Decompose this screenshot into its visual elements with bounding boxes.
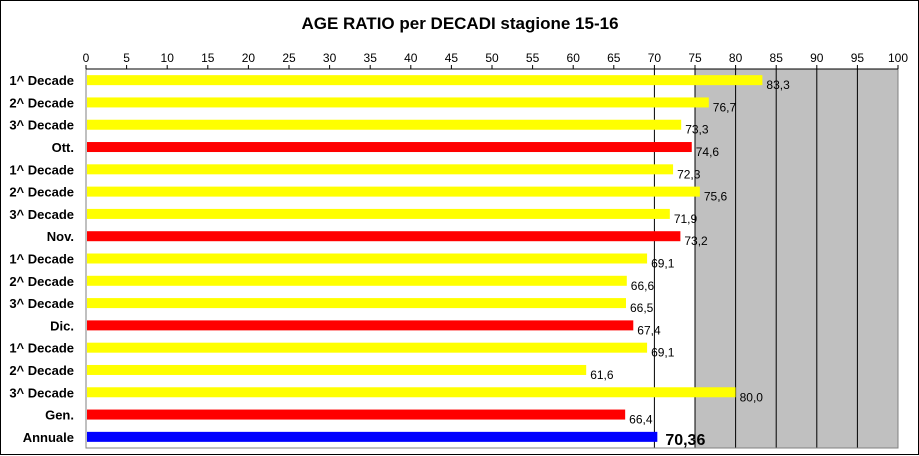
bar-decade bbox=[87, 298, 626, 309]
category-label: Nov. bbox=[47, 229, 74, 244]
value-label: 83,3 bbox=[766, 78, 790, 92]
x-tick-label: 30 bbox=[323, 51, 337, 65]
x-tick-label: 35 bbox=[364, 51, 378, 65]
x-tick-label: 50 bbox=[485, 51, 499, 65]
bar-decade bbox=[87, 75, 763, 86]
bar-decade bbox=[87, 364, 587, 375]
category-label: Annuale bbox=[23, 430, 74, 445]
plot-area-grey bbox=[695, 69, 898, 448]
bar-month bbox=[87, 320, 634, 331]
x-tick-label: 0 bbox=[83, 51, 90, 65]
bar-annual bbox=[87, 431, 658, 442]
value-label: 67,4 bbox=[637, 323, 661, 337]
bar-decade bbox=[87, 186, 700, 197]
value-label: 73,2 bbox=[684, 234, 708, 248]
x-tick-label: 15 bbox=[201, 51, 215, 65]
category-label: 2^ Decade bbox=[9, 95, 74, 110]
bar-month bbox=[87, 231, 681, 242]
x-tick-label: 5 bbox=[123, 51, 130, 65]
bar-decade bbox=[87, 208, 670, 219]
category-label: Gen. bbox=[45, 408, 74, 423]
category-label: Dic. bbox=[50, 318, 74, 333]
x-tick-label: 80 bbox=[729, 51, 743, 65]
x-tick-label: 100 bbox=[888, 51, 908, 65]
value-label: 66,4 bbox=[629, 413, 653, 427]
x-tick-label: 60 bbox=[567, 51, 581, 65]
bar-decade bbox=[87, 253, 648, 264]
value-label: 72,3 bbox=[677, 167, 701, 181]
category-label: 3^ Decade bbox=[9, 296, 74, 311]
category-label: 3^ Decade bbox=[9, 118, 74, 133]
category-label: Ott. bbox=[52, 140, 74, 155]
category-label: 1^ Decade bbox=[9, 73, 74, 88]
category-label: 3^ Decade bbox=[9, 207, 74, 222]
category-label: 1^ Decade bbox=[9, 341, 74, 356]
category-label: 3^ Decade bbox=[9, 385, 74, 400]
x-tick-label: 20 bbox=[242, 51, 256, 65]
x-tick-label: 90 bbox=[810, 51, 824, 65]
category-label: 2^ Decade bbox=[9, 274, 74, 289]
bar-decade bbox=[87, 342, 648, 353]
value-label: 74,6 bbox=[696, 145, 720, 159]
category-label: 1^ Decade bbox=[9, 162, 74, 177]
x-tick-label: 45 bbox=[445, 51, 459, 65]
x-tick-label: 95 bbox=[851, 51, 865, 65]
value-label: 73,3 bbox=[685, 123, 709, 137]
bar-decade bbox=[87, 164, 674, 175]
x-tick-label: 65 bbox=[607, 51, 621, 65]
value-label: 61,6 bbox=[590, 368, 614, 382]
bar-decade bbox=[87, 119, 682, 130]
bar-month bbox=[87, 142, 692, 153]
value-label: 76,7 bbox=[713, 100, 737, 114]
value-label: 66,6 bbox=[631, 279, 655, 293]
x-tick-label: 55 bbox=[526, 51, 540, 65]
value-label: 69,1 bbox=[651, 346, 675, 360]
category-label: 2^ Decade bbox=[9, 363, 74, 378]
x-tick-label: 40 bbox=[404, 51, 418, 65]
bar-decade bbox=[87, 97, 709, 108]
x-tick-label: 10 bbox=[161, 51, 175, 65]
value-label: 80,0 bbox=[740, 390, 764, 404]
x-tick-label: 75 bbox=[688, 51, 702, 65]
bar-decade bbox=[87, 275, 627, 286]
category-label: 1^ Decade bbox=[9, 252, 74, 267]
value-label: 69,1 bbox=[651, 257, 675, 271]
value-label: 66,5 bbox=[630, 301, 654, 315]
x-tick-label: 70 bbox=[648, 51, 662, 65]
category-label: 2^ Decade bbox=[9, 185, 74, 200]
chart-title: AGE RATIO per DECADI stagione 15-16 bbox=[301, 14, 618, 33]
bar-decade bbox=[87, 387, 736, 398]
value-label: 71,9 bbox=[674, 212, 698, 226]
value-label: 75,6 bbox=[704, 190, 728, 204]
x-tick-label: 85 bbox=[770, 51, 784, 65]
value-label: 70,36 bbox=[665, 432, 705, 449]
bar-month bbox=[87, 409, 626, 420]
x-tick-label: 25 bbox=[282, 51, 296, 65]
